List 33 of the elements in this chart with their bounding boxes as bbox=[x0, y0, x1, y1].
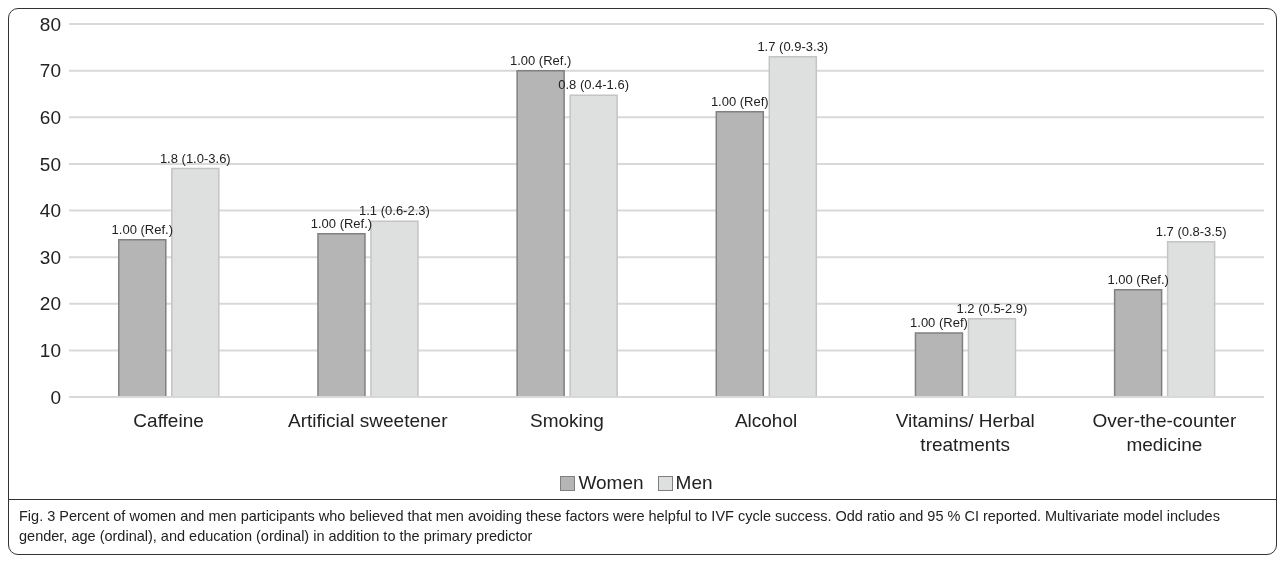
y-tick-label: 50 bbox=[39, 153, 61, 175]
y-tick-label: 40 bbox=[39, 200, 61, 222]
bar bbox=[914, 332, 964, 397]
annotation: 1.7 (0.9-3.3) bbox=[757, 38, 829, 54]
legend-label: Men bbox=[674, 472, 713, 494]
y-tick-label: 0 bbox=[50, 386, 61, 408]
annotation: 1.00 (Ref) bbox=[910, 315, 968, 331]
x-tick-label: Over-the-counter medicine bbox=[1092, 410, 1237, 455]
bar bbox=[715, 110, 765, 397]
annotation: 0.8 (0.4-1.6) bbox=[558, 77, 630, 93]
annotation: 1.00 (Ref.) bbox=[1107, 271, 1169, 287]
x-tick-label: Caffeine bbox=[133, 410, 204, 431]
x-tick-label: Artificial sweetener bbox=[288, 410, 449, 431]
y-tick-label: 60 bbox=[39, 107, 61, 128]
bar bbox=[118, 239, 167, 397]
annotation: 1.7 (0.8-3.5) bbox=[1155, 223, 1227, 239]
y-tick-label: 20 bbox=[39, 293, 61, 315]
y-tick-label: 30 bbox=[39, 246, 61, 268]
annotation: 1.00 (Ref.) bbox=[111, 221, 173, 237]
annotation: 1.00 (Ref.) bbox=[509, 52, 572, 68]
bar bbox=[317, 233, 366, 397]
x-tick-label: Smoking bbox=[529, 410, 604, 431]
x-tick-label: Vitamins/ Herbal treatments bbox=[895, 410, 1035, 455]
bar bbox=[1113, 289, 1163, 397]
y-tick-label: 70 bbox=[39, 60, 61, 82]
y-tick-label: 80 bbox=[39, 13, 61, 35]
y-tick-label: 10 bbox=[39, 340, 61, 362]
annotation: 1.00 (Ref) bbox=[710, 93, 769, 109]
legend-label: Women bbox=[577, 472, 644, 494]
x-tick-label: Alcohol bbox=[734, 410, 798, 431]
annotation: 1.8 (1.0-3.6) bbox=[159, 150, 231, 166]
caption: Fig. 3 Percent of women and men participants who believed that men avoiding these factors were helpful to IVF cycle success. Odd ratio and 95 % CI reported. Multivariate model includes gender, age (ordinal), and education (ordinal) in addition to the primary predictor bbox=[9, 499, 1276, 554]
annotation: 1.2 (0.5-2.9) bbox=[956, 300, 1028, 316]
